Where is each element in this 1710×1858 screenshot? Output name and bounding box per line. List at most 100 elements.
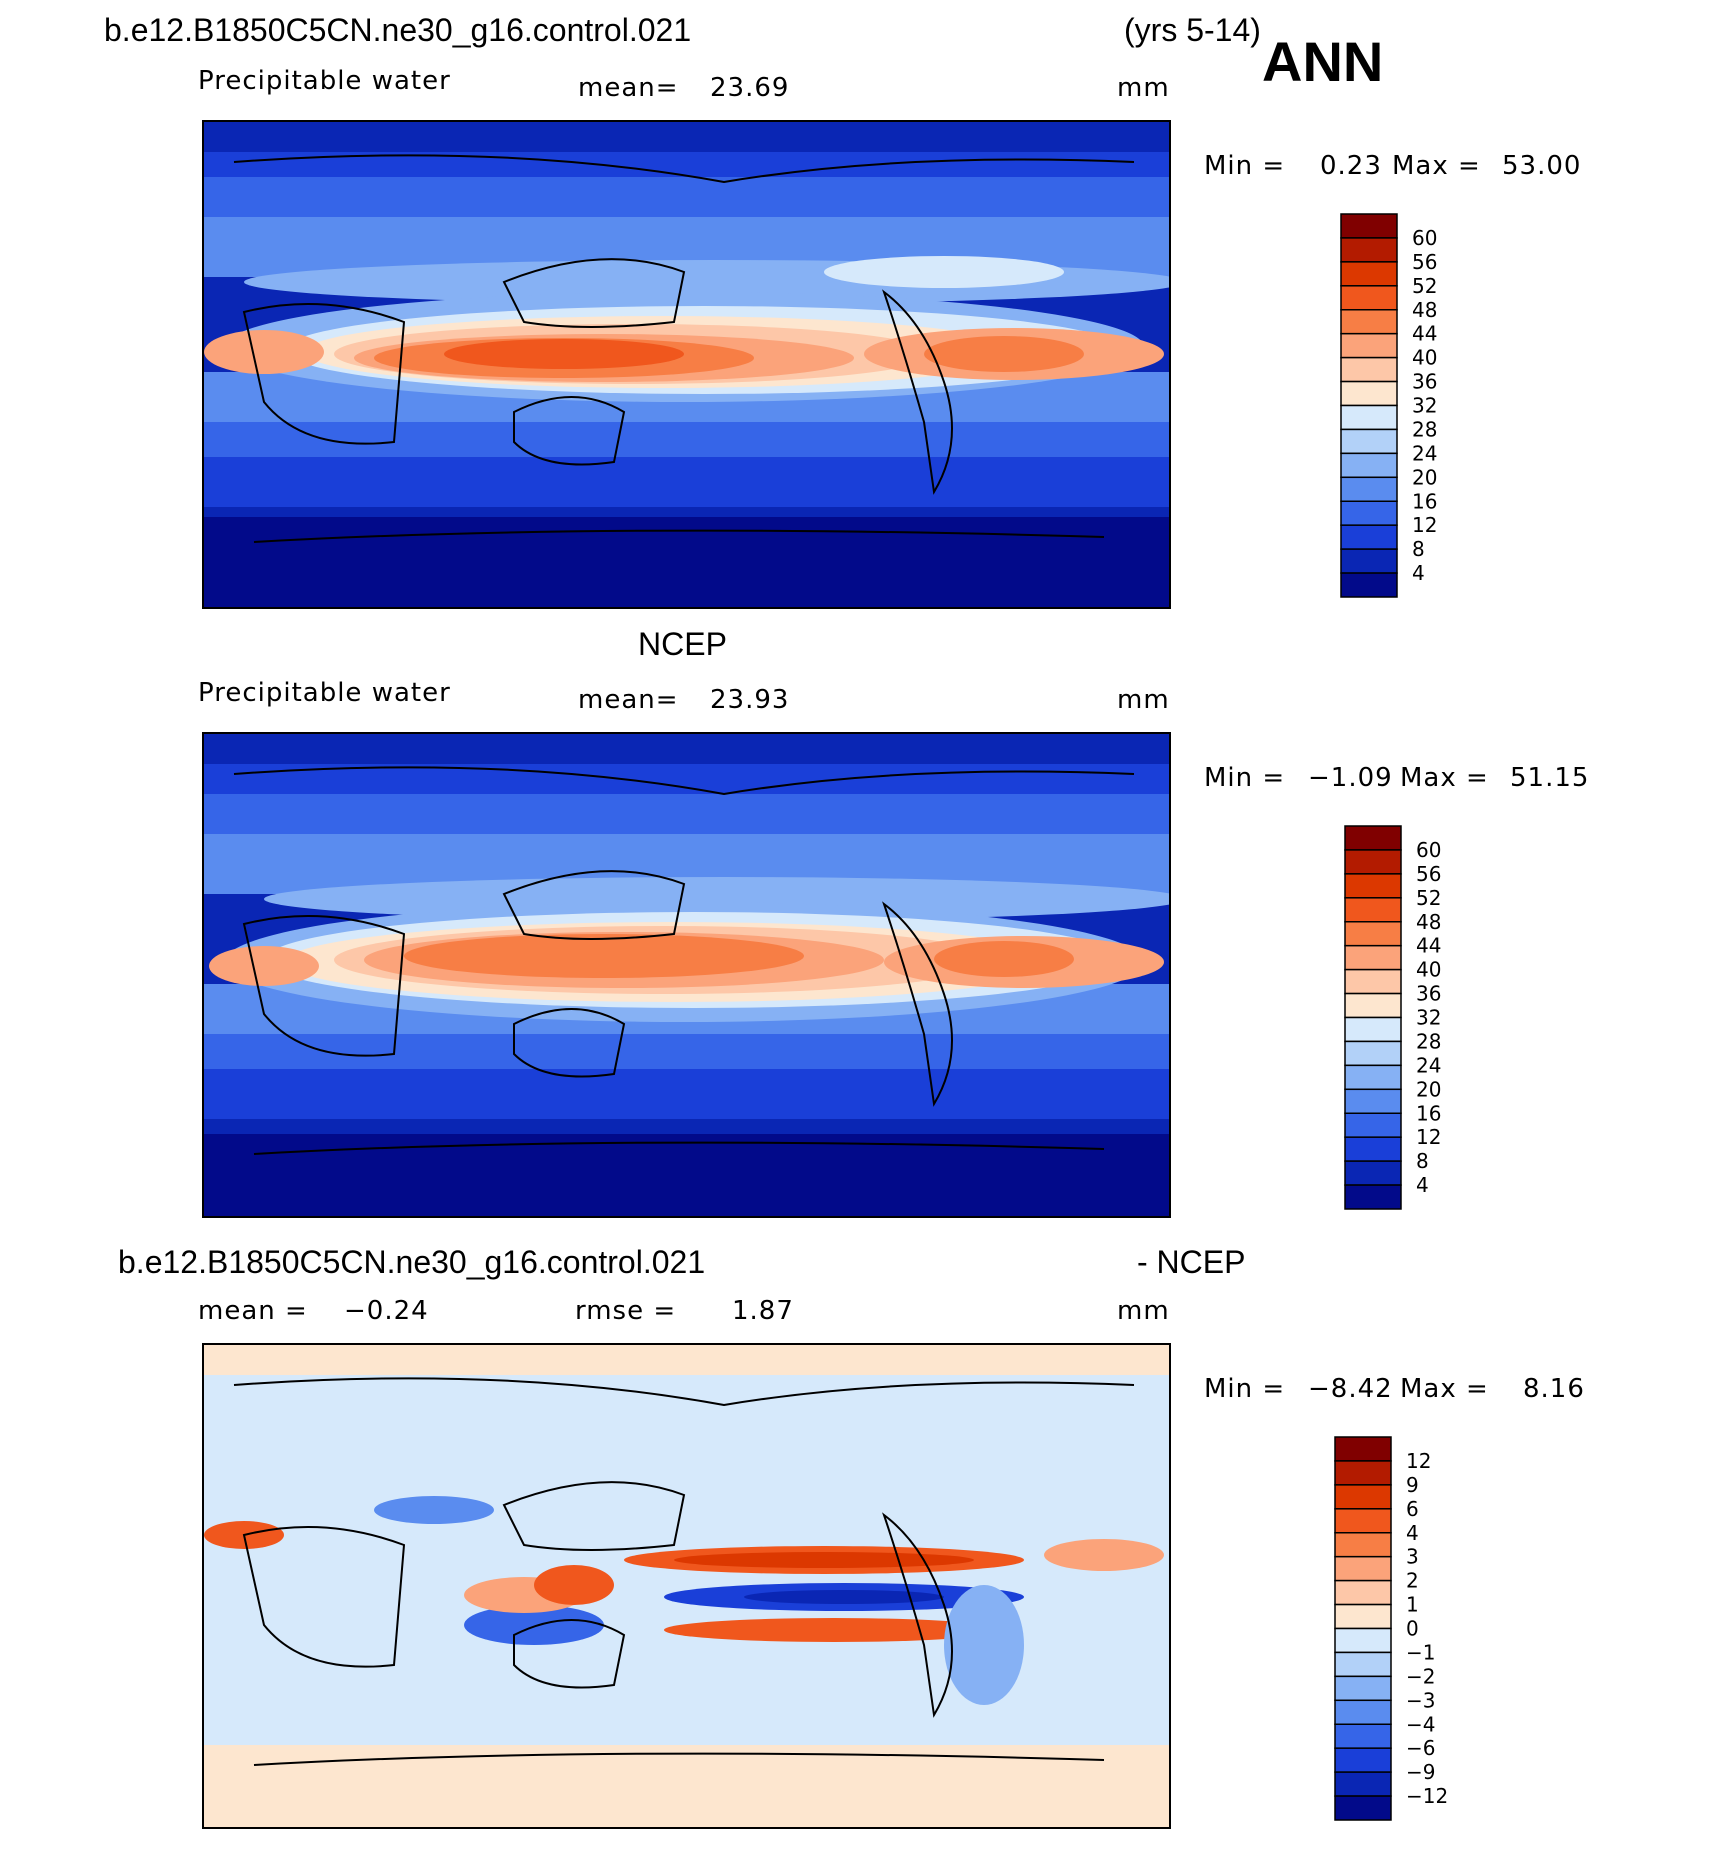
colorbar-swatch (1344, 1064, 1402, 1091)
colorbar-tick-label: 28 (1416, 1029, 1441, 1053)
colorbar-tick-label: 40 (1412, 346, 1437, 370)
colorbar-swatch (1344, 1160, 1402, 1186)
colorbar-tick-label: −9 (1406, 1760, 1435, 1784)
colorbar-swatch (1344, 1184, 1402, 1210)
panel1-variable: Precipitable water (198, 66, 451, 96)
colorbar-swatch (1334, 1532, 1392, 1558)
panel3-map-field (204, 1345, 1169, 1827)
colorbar-swatch (1344, 992, 1402, 1019)
colorbar-tick-label: 60 (1416, 838, 1441, 862)
colorbar-swatch (1334, 1603, 1392, 1630)
panel1-max-value: 53.00 (1502, 151, 1582, 181)
colorbar-swatch (1334, 1460, 1392, 1486)
colorbar-tick-label: 4 (1416, 1173, 1429, 1197)
colorbar-swatch (1334, 1627, 1392, 1654)
panel2-map (202, 732, 1171, 1218)
panel3-rmse-label: rmse = (575, 1296, 677, 1326)
colorbar-tick-label: 36 (1412, 370, 1437, 394)
colorbar-tick-label: 12 (1416, 1125, 1441, 1149)
panel1-case-title: b.e12.B1850C5CN.ne30_g16.control.021 (104, 12, 692, 48)
colorbar-tick-label: 28 (1412, 417, 1437, 441)
colorbar-tick-label: 16 (1416, 1101, 1441, 1125)
panel1-units: mm (1117, 73, 1170, 103)
panel2-min-value: −1.09 (1308, 763, 1393, 793)
colorbar-swatch (1340, 524, 1398, 550)
colorbar-tick-label: 48 (1412, 298, 1437, 322)
panel3-max-value: 8.16 (1523, 1374, 1585, 1404)
panel3-units: mm (1117, 1296, 1170, 1326)
panel1-colorbar: 60 56 52 48 44 40 36 32 28 24 20 16 12 8 4 (1340, 213, 1540, 598)
colorbar-swatch (1344, 897, 1402, 923)
colorbar-tick-label: 20 (1412, 465, 1437, 489)
panel2-map-field (204, 734, 1169, 1216)
panel2-colorbar: 60 56 52 48 44 40 36 32 28 24 20 16 12 8 4 (1344, 825, 1544, 1210)
panel2-units: mm (1117, 685, 1170, 715)
colorbar-swatch (1334, 1747, 1392, 1773)
colorbar-swatch (1344, 1136, 1402, 1162)
colorbar-tick-label: 16 (1412, 489, 1437, 513)
colorbar-tick-label: 20 (1416, 1077, 1441, 1101)
colorbar-tick-label: 9 (1406, 1473, 1419, 1497)
panel3-rmse-value: 1.87 (732, 1296, 794, 1326)
colorbar-tick-label: 6 (1406, 1497, 1419, 1521)
colorbar-tick-label: 48 (1416, 910, 1441, 934)
colorbar-tick-label: 4 (1412, 561, 1425, 585)
panel2-mean-label: mean= (578, 685, 679, 715)
panel2-max-value: 51.15 (1510, 763, 1590, 793)
colorbar-swatch (1334, 1723, 1392, 1749)
panel3-mean-label: mean = (198, 1296, 308, 1326)
colorbar-swatch (1344, 849, 1402, 875)
colorbar-swatch (1340, 213, 1398, 239)
colorbar-swatch (1334, 1675, 1392, 1702)
colorbar-tick-label: −12 (1406, 1784, 1448, 1808)
panel3-case-title: b.e12.B1850C5CN.ne30_g16.control.021 (118, 1244, 706, 1280)
colorbar-tick-label: 32 (1416, 1006, 1441, 1030)
panel2-source-title: NCEP (638, 626, 727, 662)
colorbar-swatch (1340, 380, 1398, 407)
colorbar-swatch (1344, 921, 1402, 947)
colorbar-tick-label: 44 (1416, 934, 1441, 958)
panel3-colorbar: 12 9 6 4 3 2 1 0 −1 −2 −3 −4 −6 −9 −12 (1334, 1436, 1544, 1821)
colorbar-tick-label: 56 (1416, 862, 1441, 886)
colorbar-swatch (1334, 1699, 1392, 1725)
panel1-map-field (204, 122, 1169, 607)
colorbar-tick-label: 40 (1416, 958, 1441, 982)
colorbar-tick-label: 60 (1412, 226, 1437, 250)
panel1-min-label: Min = (1204, 151, 1286, 181)
colorbar-swatch (1340, 285, 1398, 311)
colorbar-tick-label: 44 (1412, 322, 1437, 346)
colorbar-swatch (1340, 500, 1398, 526)
colorbar-swatch (1344, 968, 1402, 995)
colorbar-swatch (1340, 572, 1398, 598)
colorbar-swatch (1334, 1651, 1392, 1678)
colorbar-swatch (1340, 356, 1398, 383)
colorbar-swatch (1340, 476, 1398, 502)
colorbar-tick-label: 24 (1416, 1053, 1441, 1077)
colorbar-tick-label: 12 (1406, 1449, 1431, 1473)
colorbar-swatch (1344, 944, 1402, 971)
panel1-map (202, 120, 1171, 609)
colorbar-tick-label: 12 (1412, 513, 1437, 537)
panel1-min-value: 0.23 (1320, 151, 1382, 181)
colorbar-tick-label: 52 (1412, 274, 1437, 298)
colorbar-swatch (1344, 1112, 1402, 1138)
colorbar-tick-label: 36 (1416, 982, 1441, 1006)
colorbar-tick-label: 52 (1416, 886, 1441, 910)
colorbar-tick-label: 1 (1406, 1593, 1419, 1617)
colorbar-tick-label: 24 (1412, 441, 1437, 465)
colorbar-swatch (1344, 1040, 1402, 1067)
colorbar-tick-label: 8 (1416, 1149, 1429, 1173)
panel2-variable: Precipitable water (198, 678, 451, 708)
colorbar-swatch (1344, 1016, 1402, 1043)
colorbar-swatch (1340, 261, 1398, 287)
colorbar-swatch (1344, 825, 1402, 851)
colorbar-tick-label: 8 (1412, 537, 1425, 561)
colorbar-tick-label: −4 (1406, 1712, 1435, 1736)
colorbar-swatch (1334, 1795, 1392, 1821)
colorbar-swatch (1334, 1771, 1392, 1797)
colorbar-swatch (1340, 309, 1398, 335)
colorbar-swatch (1340, 428, 1398, 455)
colorbar-tick-label: −1 (1406, 1640, 1435, 1664)
